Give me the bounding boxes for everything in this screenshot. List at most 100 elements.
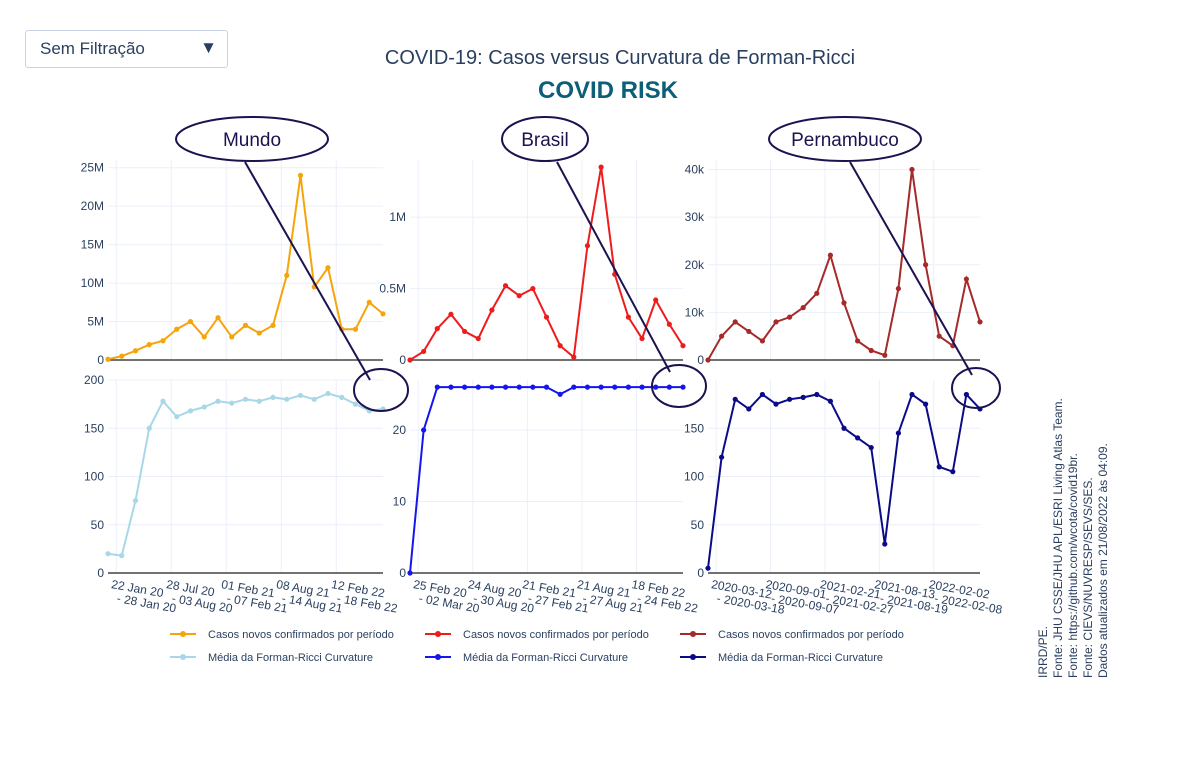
data-point: [950, 469, 956, 475]
data-point: [448, 311, 454, 317]
data-point: [270, 394, 276, 400]
data-point: [215, 315, 221, 321]
data-point: [625, 384, 632, 390]
data-point: [923, 262, 929, 268]
data-point: [407, 357, 413, 363]
annotation-target-ellipse: [951, 367, 1001, 409]
data-point: [146, 342, 152, 348]
data-point: [625, 314, 632, 320]
data-point: [653, 384, 659, 390]
data-point: [434, 384, 440, 390]
data-point: [325, 265, 331, 271]
data-point: [571, 354, 577, 360]
data-point: [462, 328, 468, 335]
data-point: [516, 384, 522, 390]
annotation-arrow: [556, 161, 671, 373]
annotation-arrow: [849, 161, 973, 376]
filter-dropdown[interactable]: Sem Filtração ▼: [25, 30, 228, 68]
data-point: [882, 352, 888, 358]
annotation-label: Pernambuco: [791, 130, 899, 151]
data-point: [502, 283, 509, 289]
y-tick-label: 0: [697, 566, 704, 580]
y-tick-label: 100: [84, 470, 104, 484]
data-point: [105, 551, 111, 557]
panel-0: 0 5M 10M 15M 20M 25M: [81, 160, 386, 367]
data-point: [475, 335, 481, 342]
data-point: [705, 565, 711, 571]
annotation-label: Mundo: [223, 130, 281, 151]
data-point: [119, 353, 125, 359]
data-point: [132, 348, 139, 354]
data-point: [705, 357, 711, 363]
data-point: [759, 391, 766, 398]
y-tick-label: 20M: [81, 199, 104, 213]
data-point: [297, 172, 304, 178]
data-point: [680, 343, 686, 349]
y-tick-label: 1M: [389, 210, 406, 224]
data-point: [543, 314, 550, 320]
data-point: [201, 404, 207, 410]
legend-label: Casos novos confirmados por período: [718, 629, 904, 641]
data-point: [571, 384, 577, 390]
data-point: [680, 384, 686, 390]
y-tick-label: 150: [684, 421, 704, 435]
data-point: [787, 396, 793, 402]
y-tick-label: 0: [399, 566, 406, 580]
data-point: [868, 347, 874, 354]
data-point: [229, 334, 235, 340]
data-point: [530, 384, 536, 390]
y-tick-label: 0: [399, 353, 406, 367]
data-point: [895, 285, 902, 292]
y-tick-label: 150: [84, 421, 104, 435]
data-point: [462, 384, 468, 390]
data-point: [653, 297, 659, 303]
annotation-ellipse: [175, 116, 329, 162]
annotation-arrow: [244, 161, 371, 381]
data-point: [732, 319, 738, 325]
data-point: [909, 166, 915, 173]
y-tick-label: 10k: [685, 305, 705, 319]
data-point: [132, 498, 139, 504]
data-point: [502, 384, 509, 390]
y-tick-label: 30k: [685, 210, 705, 224]
data-point: [242, 396, 249, 402]
data-point: [256, 330, 262, 336]
data-point: [895, 430, 902, 436]
data-point: [963, 391, 970, 398]
data-point: [639, 335, 645, 342]
data-point: [489, 307, 495, 313]
source-note: Fonte: JHU CSSE/JHU APL/ESRI Living Atla…: [1051, 398, 1065, 678]
data-point: [666, 321, 672, 327]
legend-label: Média da Forman-Ricci Curvature: [718, 652, 883, 664]
panel-1: 0 50 100 150 200: [84, 373, 386, 580]
data-point: [557, 343, 563, 349]
legend-label: Casos novos confirmados por período: [463, 629, 649, 641]
annotation-target-ellipse: [353, 368, 409, 412]
data-point: [407, 570, 413, 576]
source-note: Dados atualizados em 21/08/2022 às 04:09…: [1096, 443, 1110, 678]
data-point: [325, 390, 331, 397]
data-point: [923, 401, 929, 407]
data-point: [639, 384, 645, 390]
data-point: [800, 394, 806, 400]
data-point: [229, 400, 235, 406]
source-note: Fonte: https://github.com/wcota/covid19b…: [1066, 453, 1080, 678]
data-point: [119, 553, 125, 559]
source-note: Fonte: CIEVS/NUVRESP/SEVS/SES.: [1081, 477, 1095, 678]
annotation-ellipse: [501, 116, 589, 162]
legend-swatch-marker: [690, 631, 696, 637]
series-line: [107, 392, 384, 557]
legend-swatch-marker: [435, 631, 441, 637]
data-point: [746, 328, 752, 335]
legend-swatch-marker: [180, 654, 186, 660]
y-tick-label: 20k: [685, 258, 705, 272]
data-point: [421, 348, 427, 355]
data-point: [841, 425, 847, 431]
data-point: [977, 319, 983, 325]
data-point: [543, 384, 550, 390]
data-point: [746, 406, 752, 412]
data-point: [909, 391, 915, 398]
data-point: [936, 333, 942, 339]
legend-swatch-marker: [690, 654, 696, 660]
data-point: [201, 334, 207, 340]
